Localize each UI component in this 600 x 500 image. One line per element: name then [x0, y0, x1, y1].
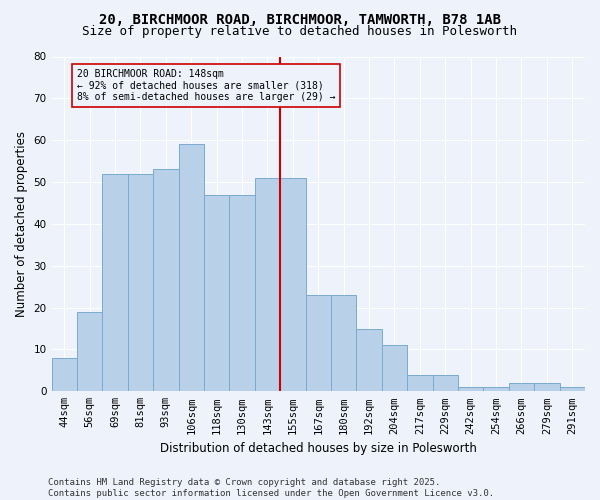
Bar — [484, 387, 509, 392]
Bar — [433, 374, 458, 392]
Bar — [77, 312, 103, 392]
Bar — [458, 387, 484, 392]
Bar — [229, 194, 255, 392]
Text: 20 BIRCHMOOR ROAD: 148sqm
← 92% of detached houses are smaller (318)
8% of semi-: 20 BIRCHMOOR ROAD: 148sqm ← 92% of detac… — [77, 69, 335, 102]
X-axis label: Distribution of detached houses by size in Polesworth: Distribution of detached houses by size … — [160, 442, 477, 455]
Bar — [280, 178, 305, 392]
Bar — [356, 328, 382, 392]
Bar — [509, 383, 534, 392]
Bar — [534, 383, 560, 392]
Bar — [331, 295, 356, 392]
Bar — [305, 295, 331, 392]
Text: Contains HM Land Registry data © Crown copyright and database right 2025.
Contai: Contains HM Land Registry data © Crown c… — [48, 478, 494, 498]
Bar — [382, 346, 407, 392]
Text: 20, BIRCHMOOR ROAD, BIRCHMOOR, TAMWORTH, B78 1AB: 20, BIRCHMOOR ROAD, BIRCHMOOR, TAMWORTH,… — [99, 12, 501, 26]
Bar — [128, 174, 153, 392]
Bar — [204, 194, 229, 392]
Bar — [153, 170, 179, 392]
Bar — [560, 387, 585, 392]
Bar — [103, 174, 128, 392]
Bar — [407, 374, 433, 392]
Bar — [52, 358, 77, 392]
Text: Size of property relative to detached houses in Polesworth: Size of property relative to detached ho… — [83, 25, 517, 38]
Bar — [255, 178, 280, 392]
Y-axis label: Number of detached properties: Number of detached properties — [15, 131, 28, 317]
Bar — [179, 144, 204, 392]
